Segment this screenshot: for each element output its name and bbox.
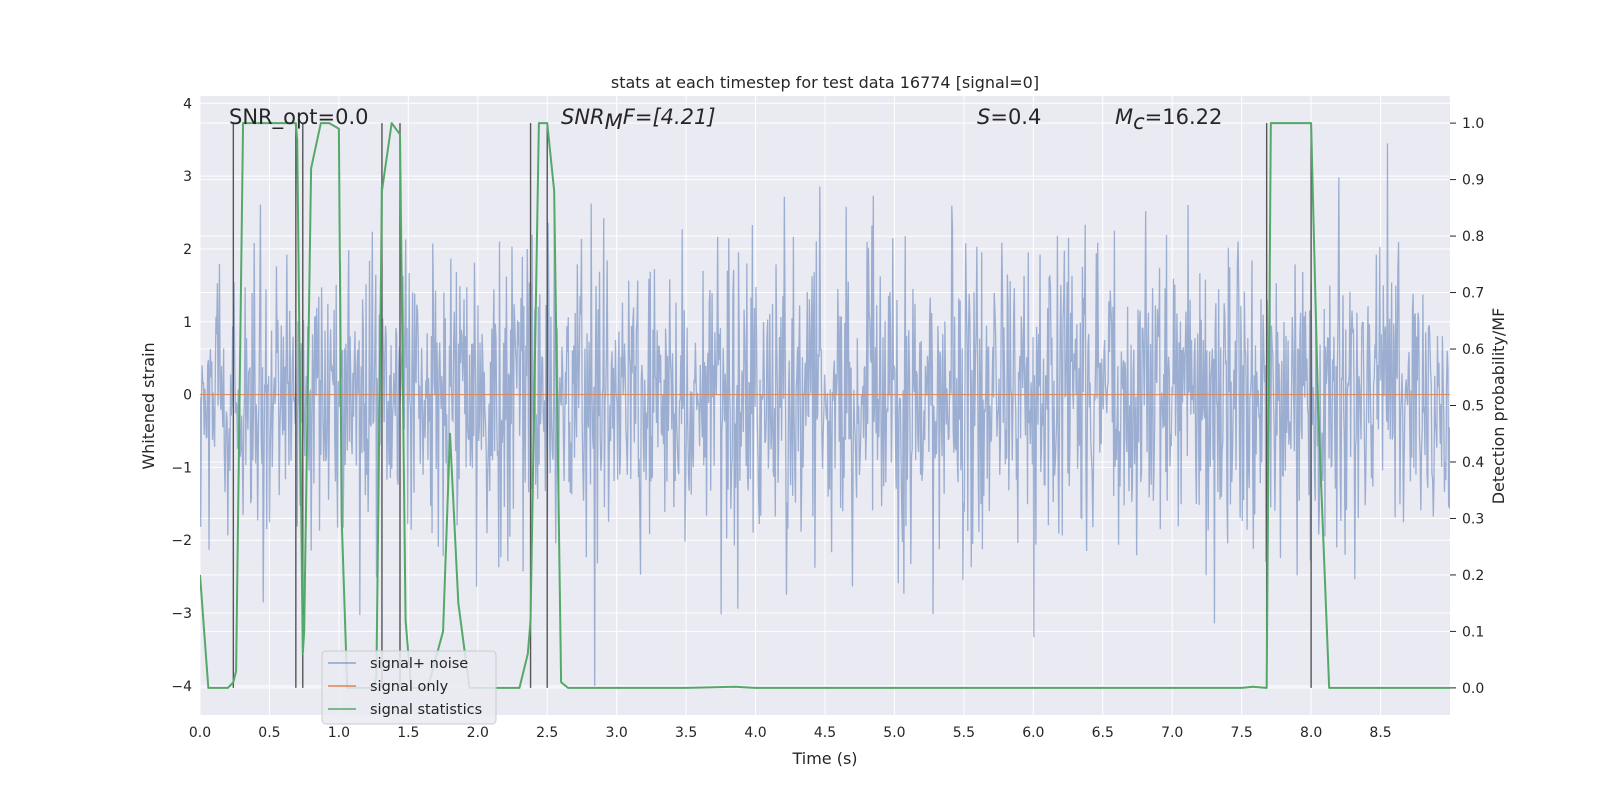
y-tick-label-3: 1 <box>183 315 192 331</box>
x-tick-label-10: 5.0 <box>883 725 905 741</box>
x-tick-label-0: 0.0 <box>189 725 211 741</box>
y-tick-label-8: −4 <box>171 679 192 695</box>
annotation-snr-opt: SNR_opt=0.0 <box>229 105 369 130</box>
chart-title: stats at each timestep for test data 167… <box>611 73 1039 92</box>
y-tick-label-1: 3 <box>183 169 192 185</box>
y2-tick-label-9: 0.1 <box>1462 624 1484 640</box>
x-tick-label-2: 1.0 <box>328 725 350 741</box>
x-tick-label-1: 0.5 <box>258 725 280 741</box>
y2-axis-title: Detection probability/MF <box>1489 308 1508 505</box>
y2-tick-label-10: 0.0 <box>1462 681 1484 697</box>
annotation-snr-mf: SNRMF=[4.21] <box>561 105 716 134</box>
x-tick-label-15: 7.5 <box>1231 725 1253 741</box>
stats-line-layer <box>200 122 1450 689</box>
stats-line <box>200 122 1450 689</box>
legend-label-signal: signal only <box>370 679 449 695</box>
x-tick-label-17: 8.5 <box>1369 725 1391 741</box>
x-tick-label-16: 8.0 <box>1300 725 1322 741</box>
y-tick-label-2: 2 <box>183 242 192 258</box>
y2-tick-label-7: 0.3 <box>1462 511 1484 527</box>
y-axis-title: Whitened strain <box>139 342 158 469</box>
legend: signal+ noise signal only signal statist… <box>321 650 497 725</box>
legend-label-noise: signal+ noise <box>370 656 468 672</box>
x-tick-label-7: 3.5 <box>675 725 697 741</box>
y-tick-label-5: −1 <box>171 460 192 476</box>
y2-tick-label-1: 0.9 <box>1462 173 1484 189</box>
y2-tick-label-2: 0.8 <box>1462 229 1484 245</box>
y2-tick-label-6: 0.4 <box>1462 455 1484 471</box>
x-tick-label-5: 2.5 <box>536 725 558 741</box>
x-tick-label-3: 1.5 <box>397 725 419 741</box>
x-tick-label-4: 2.0 <box>467 725 489 741</box>
annotation-mc: Mc=16.22 <box>1115 105 1222 134</box>
x-axis-title: Time (s) <box>791 749 857 768</box>
x-tick-label-12: 6.0 <box>1022 725 1044 741</box>
x-tick-label-11: 5.5 <box>953 725 975 741</box>
y-axis-ticks: 4 3 2 1 0 −1 −2 −3 −4 <box>171 96 192 695</box>
legend-box <box>321 650 497 725</box>
y-tick-label-4: 0 <box>183 388 192 404</box>
y-tick-label-7: −3 <box>171 606 192 622</box>
y2-tick-label-8: 0.2 <box>1462 568 1484 584</box>
x-tick-label-6: 3.0 <box>606 725 628 741</box>
y2-axis-ticks: 1.0 0.9 0.8 0.7 0.6 0.5 0.4 0.3 0.2 0.1 0.0 <box>1450 116 1484 697</box>
y-tick-label-6: −2 <box>171 533 192 549</box>
x-tick-label-14: 7.0 <box>1161 725 1183 741</box>
y2-tick-label-4: 0.6 <box>1462 342 1484 358</box>
x-tick-label-13: 6.5 <box>1092 725 1114 741</box>
y2-tick-label-3: 0.7 <box>1462 286 1484 302</box>
y2-tick-label-0: 1.0 <box>1462 116 1484 132</box>
y2-tick-label-5: 0.5 <box>1462 399 1484 415</box>
x-axis-ticks: 0.0 0.5 1.0 1.5 2.0 2.5 3.0 3.5 4.0 4.5 5.0 5.5 6.0 6… <box>189 725 1392 741</box>
noise-trace-layer <box>200 143 1450 686</box>
legend-label-stats: signal statistics <box>370 702 482 718</box>
noise-trace <box>200 143 1450 686</box>
annotation-s: S=0.4 <box>977 105 1041 129</box>
x-tick-label-9: 4.5 <box>814 725 836 741</box>
y-tick-label-0: 4 <box>183 96 192 112</box>
x-tick-label-8: 4.0 <box>744 725 766 741</box>
